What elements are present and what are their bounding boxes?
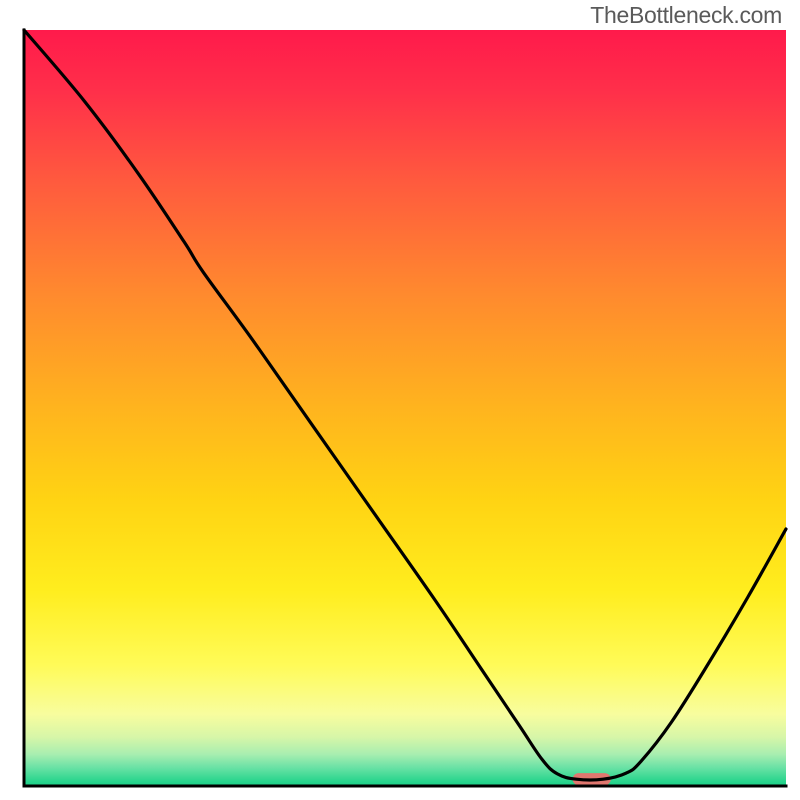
watermark-text: TheBottleneck.com <box>590 2 782 29</box>
gradient-background <box>24 30 786 786</box>
chart-container: TheBottleneck.com <box>0 0 800 800</box>
bottleneck-curve-chart <box>0 0 800 800</box>
